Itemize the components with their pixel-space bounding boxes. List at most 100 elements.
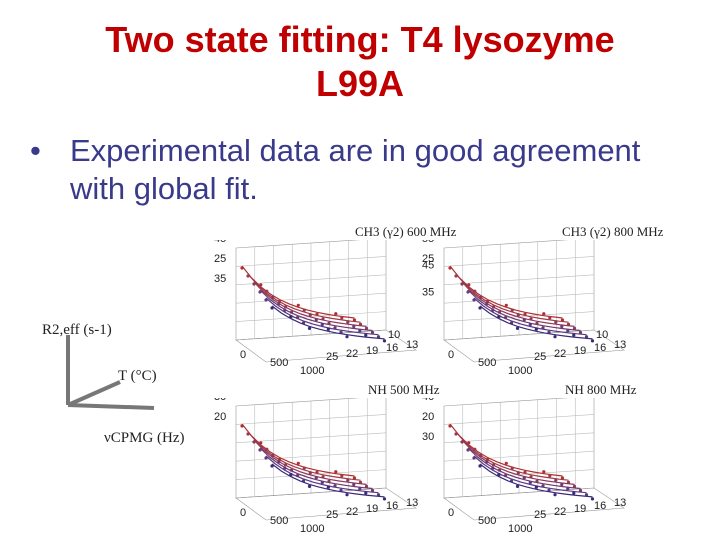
data-point xyxy=(326,327,330,331)
fit-curve xyxy=(271,305,385,340)
data-point xyxy=(548,316,552,320)
data-point xyxy=(334,470,338,474)
data-point xyxy=(382,497,387,501)
axes-orientation-diagram xyxy=(58,330,168,415)
data-point xyxy=(578,330,583,335)
data-point xyxy=(578,488,583,493)
data-point xyxy=(346,478,350,482)
data-point xyxy=(259,441,263,445)
data-point xyxy=(542,312,546,316)
data-point xyxy=(515,326,520,330)
y-tick-label: 25 xyxy=(214,253,226,265)
y-tick-label: 30 xyxy=(214,398,226,403)
data-point xyxy=(352,476,357,480)
fit-curve xyxy=(265,455,379,494)
x-tick-label: 0 xyxy=(448,349,454,361)
data-point xyxy=(553,493,557,497)
data-point xyxy=(542,470,546,474)
data-point xyxy=(497,473,501,477)
grid xyxy=(235,240,387,341)
y-tick-label: 40 xyxy=(422,398,434,403)
t-tick-label: 19 xyxy=(366,345,378,357)
data-point xyxy=(277,460,281,464)
fit-curve xyxy=(473,455,587,494)
fit-curve xyxy=(241,423,355,477)
data-point xyxy=(566,480,571,484)
t-tick-label: 13 xyxy=(406,339,418,351)
fit-curve xyxy=(265,297,379,336)
data-point xyxy=(370,488,375,493)
data-point xyxy=(560,318,565,322)
data-point xyxy=(382,339,387,343)
data-point xyxy=(339,330,343,334)
fit-curve xyxy=(467,289,581,332)
data-point xyxy=(479,453,483,458)
data-point xyxy=(246,432,250,436)
data-point xyxy=(548,474,552,478)
plot-svg: 2535455505001000252219161310 xyxy=(422,240,626,377)
depth-axis-label: T (°C) xyxy=(118,368,157,384)
data-point xyxy=(510,308,514,312)
x-tick-label: 0 xyxy=(448,507,454,519)
fit-curve xyxy=(449,265,563,319)
data-point xyxy=(289,473,293,477)
data-point xyxy=(358,480,363,484)
corner-tick-label: 10 xyxy=(388,329,400,341)
data-point xyxy=(340,474,344,478)
data-point xyxy=(479,295,483,300)
grid xyxy=(235,398,387,499)
data-point xyxy=(522,476,526,480)
fit-curve xyxy=(455,431,569,481)
fit-curve xyxy=(259,289,373,332)
x-tick-label: 1000 xyxy=(508,523,532,535)
data-point xyxy=(590,339,595,343)
data-point xyxy=(296,303,300,307)
fit-curve xyxy=(479,463,593,498)
fit-curve xyxy=(247,273,361,323)
x-tick-label: 1000 xyxy=(300,523,324,535)
data-point xyxy=(302,308,306,312)
t-tick-label: 22 xyxy=(554,506,566,518)
panel-label-nh-800: NH 800 MHz xyxy=(565,382,637,397)
fit-curve xyxy=(455,273,569,323)
data-point xyxy=(473,289,477,293)
corner-tick-label: 10 xyxy=(596,329,608,341)
fit-curve xyxy=(467,447,581,490)
t-tick-label: 22 xyxy=(346,348,358,360)
fit-curve xyxy=(247,431,361,481)
data-point xyxy=(326,485,330,489)
data-point xyxy=(516,471,520,475)
data-point xyxy=(308,313,312,317)
data-point xyxy=(566,329,570,333)
data-point xyxy=(345,493,349,497)
panel-label-ch3-600: CH3 (γ2) 600 MHz xyxy=(355,224,457,239)
panel-label-ch3-800: CH3 (γ2) 800 MHz xyxy=(562,224,664,239)
data-point xyxy=(478,306,482,310)
data-point xyxy=(264,456,268,460)
title-line-2: L99A xyxy=(315,63,405,104)
data-point xyxy=(314,318,318,322)
t-tick-label: 13 xyxy=(614,497,626,509)
y-tick-label: 35 xyxy=(422,286,434,298)
data-point xyxy=(352,318,357,322)
data-point xyxy=(352,324,356,329)
t-tick-label: 25 xyxy=(326,351,338,363)
data-point xyxy=(346,320,350,324)
t-tick-label: 13 xyxy=(614,339,626,351)
y-tick-label: 30 xyxy=(422,431,434,443)
t-tick-label: 25 xyxy=(534,509,546,521)
data-point xyxy=(534,485,538,489)
fit-curve xyxy=(479,305,593,340)
data-point xyxy=(376,493,381,497)
data-point xyxy=(296,461,300,465)
fit-curve xyxy=(253,281,367,327)
data-point xyxy=(252,440,256,444)
fit-curve xyxy=(461,281,575,327)
data-point xyxy=(472,298,476,302)
data-point xyxy=(547,488,551,492)
x-tick-label: 500 xyxy=(478,515,496,527)
data-point xyxy=(554,478,558,482)
data-point xyxy=(491,466,495,470)
slide-title: Two state fitting: T4 lysozyme L99A xyxy=(40,18,680,106)
